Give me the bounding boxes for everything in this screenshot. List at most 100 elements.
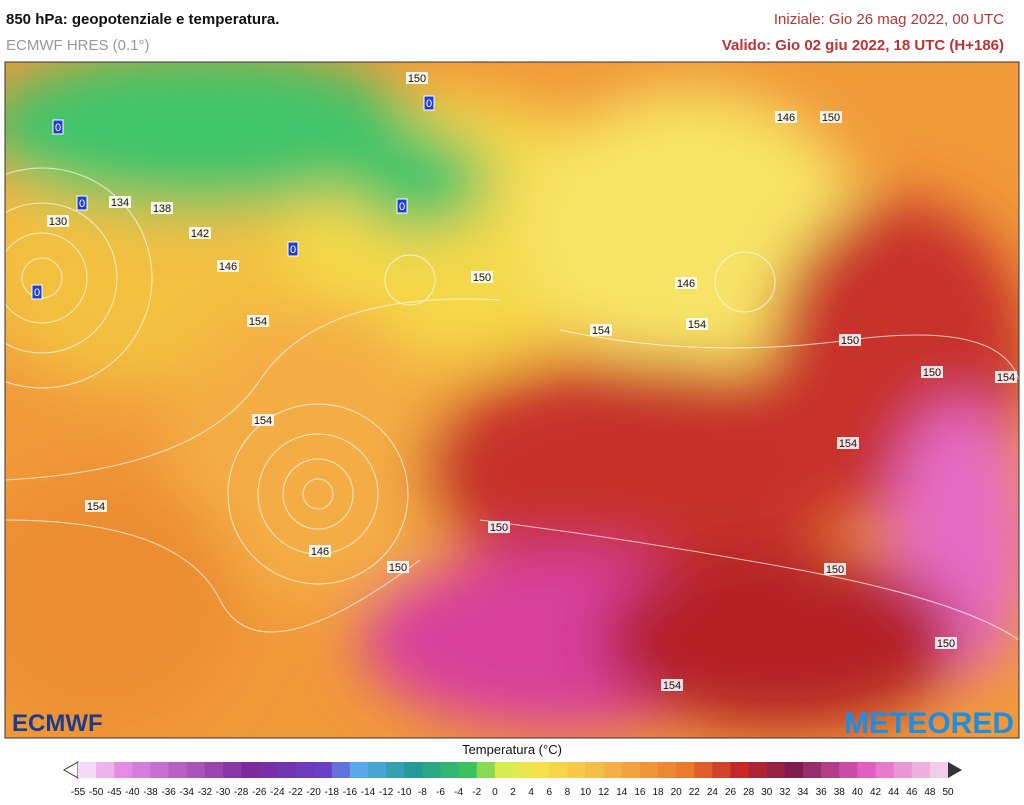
legend-cell — [911, 762, 931, 778]
legend-cell — [875, 762, 895, 778]
contour-label: 154 — [249, 316, 267, 328]
legend-cell — [567, 762, 586, 778]
contour-label: 150 — [389, 562, 407, 574]
legend-cell — [929, 762, 949, 778]
legend-cell — [96, 762, 115, 778]
legend-cell — [204, 762, 224, 778]
contour-label: 154 — [688, 319, 706, 331]
contour-label: 0 — [34, 287, 40, 299]
legend-cell — [458, 762, 478, 778]
contour-label: 154 — [839, 438, 857, 450]
contour-label: 0 — [290, 244, 296, 256]
label-bg — [85, 500, 107, 512]
legend-cell — [150, 762, 170, 778]
label-bg — [309, 545, 331, 557]
legend-tick-label: 32 — [779, 787, 791, 798]
legend-cell — [603, 762, 623, 778]
legend-tick-label: 46 — [906, 787, 918, 798]
valid-time: Valido: Gio 02 giu 2022, 18 UTC (H+186) — [722, 37, 1004, 54]
label-bg — [820, 111, 842, 123]
legend-cell — [295, 762, 315, 778]
legend-arrow-right — [948, 762, 962, 778]
legend-cell — [114, 762, 133, 778]
legend-cell — [241, 762, 260, 778]
contour-label: 150 — [841, 335, 859, 347]
label-bg — [686, 318, 708, 330]
contour-label: 146 — [311, 546, 329, 558]
legend-tick-label: 0 — [492, 787, 498, 798]
legend-cell — [440, 762, 460, 778]
legend-cell — [694, 762, 713, 778]
contour-label: 154 — [592, 325, 610, 337]
legend-tick-label: -10 — [397, 787, 412, 798]
legend-tick-label: 50 — [942, 787, 954, 798]
legend-tick-label: -40 — [125, 787, 140, 798]
legend-tick-label: -2 — [472, 787, 481, 798]
legend-tick-label: 42 — [870, 787, 882, 798]
contour-label: 134 — [111, 197, 129, 209]
legend-cell — [712, 762, 731, 778]
label-bg — [935, 637, 957, 649]
legend-cell — [313, 762, 333, 778]
legend-tick-label: 16 — [634, 787, 646, 798]
freezing-marker — [287, 241, 299, 257]
contour-label: 154 — [254, 415, 272, 427]
logo-ecmwf: ECMWF — [12, 710, 103, 737]
legend-tick-label: -18 — [325, 787, 340, 798]
legend-tick-label: -12 — [379, 787, 394, 798]
contour-label: 0 — [79, 198, 85, 210]
contour-label: 150 — [490, 522, 508, 534]
contour-label: 0 — [399, 201, 405, 213]
contour-label: 154 — [663, 680, 681, 692]
legend-cell — [531, 762, 550, 778]
init-time: Iniziale: Gio 26 mag 2022, 00 UTC — [774, 11, 1004, 28]
legend-tick-label: -30 — [216, 787, 231, 798]
contour-label: 138 — [153, 203, 171, 215]
label-bg — [471, 271, 493, 283]
legend-tick-label: 36 — [816, 787, 828, 798]
legend-cell — [784, 762, 804, 778]
label-bg — [590, 324, 612, 336]
legend-tick-label: 4 — [528, 787, 534, 798]
legend-cell — [549, 762, 568, 778]
legend-tick-label: -24 — [270, 787, 285, 798]
label-bg — [189, 227, 211, 239]
legend-tick-label: -36 — [161, 787, 176, 798]
label-bg — [775, 111, 797, 123]
legend-cell — [748, 762, 768, 778]
label-bg — [252, 414, 274, 426]
legend-cell — [386, 762, 405, 778]
freezing-marker — [76, 195, 88, 211]
contour-label: 0 — [426, 98, 432, 110]
legend-cell — [676, 762, 695, 778]
legend-cell — [277, 762, 296, 778]
legend-cell — [621, 762, 641, 778]
freezing-marker — [396, 198, 408, 214]
legend-tick-label: -38 — [143, 787, 158, 798]
contour-label: 154 — [997, 372, 1015, 384]
title: 850 hPa: geopotenziale e temperatura. — [6, 11, 279, 28]
legend-cell — [494, 762, 514, 778]
legend-tick-label: 48 — [924, 787, 936, 798]
legend-tick-label: 38 — [834, 787, 846, 798]
contour-label: 150 — [937, 638, 955, 650]
contour-label: 130 — [49, 216, 67, 228]
contour-label: 146 — [219, 261, 237, 273]
legend-cell — [331, 762, 351, 778]
legend-tick-label: -55 — [71, 787, 86, 798]
legend-tick-label: -32 — [198, 787, 213, 798]
legend-tick-label: 28 — [743, 787, 755, 798]
contour-labels: 150 0 0 0 0 0 0 146 150 134 138 130 142 146 150 146 154 1… — [31, 72, 1017, 692]
legend-cell — [404, 762, 423, 778]
legend-tick-label: 8 — [565, 787, 571, 798]
legend-cell — [186, 762, 206, 778]
label-bg — [995, 371, 1017, 383]
label-bg — [488, 521, 510, 533]
legend-tick-label: 40 — [852, 787, 864, 798]
legend-cell — [132, 762, 151, 778]
legend-tick-label: -4 — [454, 787, 463, 798]
label-bg — [921, 366, 943, 378]
legend-cell — [259, 762, 278, 778]
